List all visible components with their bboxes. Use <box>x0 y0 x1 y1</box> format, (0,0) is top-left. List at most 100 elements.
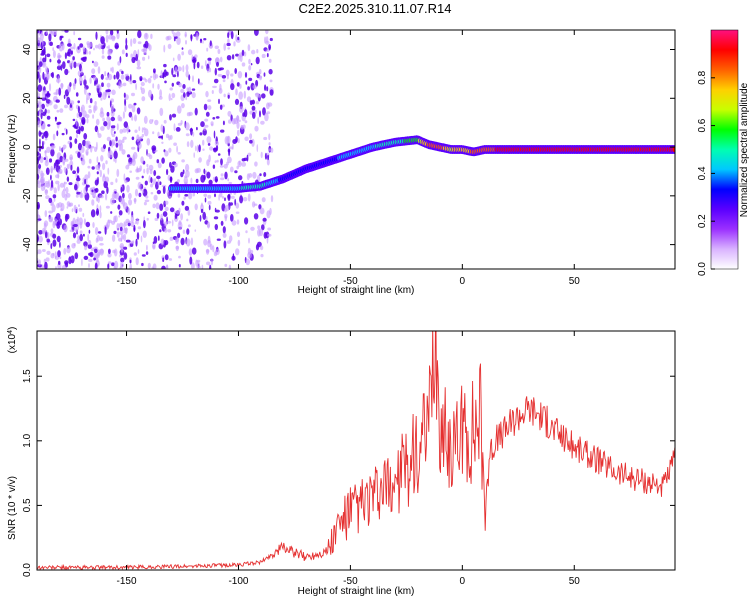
noise-speck <box>141 254 146 257</box>
noise-speck <box>126 154 131 158</box>
noise-speck <box>103 121 108 127</box>
noise-speck <box>125 218 130 224</box>
noise-speck <box>165 71 169 76</box>
noise-speck <box>208 67 212 73</box>
noise-speck <box>149 119 153 125</box>
noise-speck <box>139 78 143 82</box>
noise-speck <box>78 126 81 135</box>
noise-speck <box>139 165 143 172</box>
noise-speck <box>223 43 226 51</box>
noise-speck <box>171 219 174 227</box>
noise-speck <box>110 110 115 117</box>
noise-speck <box>244 217 249 225</box>
noise-speck <box>204 124 209 128</box>
noise-speck <box>133 252 137 256</box>
noise-speck <box>61 132 65 136</box>
noise-speck <box>171 92 176 99</box>
noise-speck <box>142 56 146 61</box>
noise-speck <box>91 199 95 206</box>
noise-speck <box>140 86 143 91</box>
noise-speck <box>71 50 73 55</box>
noise-speck <box>254 109 257 114</box>
noise-speck <box>72 217 76 226</box>
noise-speck <box>228 146 233 150</box>
noise-speck <box>165 133 170 139</box>
noise-speck <box>156 212 160 219</box>
noise-speck <box>50 243 53 250</box>
noise-speck <box>243 51 247 57</box>
noise-speck <box>42 249 46 252</box>
noise-speck <box>175 237 179 243</box>
noise-speck <box>169 176 173 184</box>
noise-speck <box>209 243 213 251</box>
noise-speck <box>90 209 96 218</box>
noise-speck <box>108 150 113 158</box>
noise-speck <box>175 126 181 132</box>
noise-speck <box>63 166 67 174</box>
noise-speck <box>44 189 48 194</box>
noise-speck <box>225 204 230 212</box>
noise-speck <box>83 79 87 86</box>
snr-series-line <box>37 331 675 570</box>
noise-speck <box>77 105 80 114</box>
noise-speck <box>58 260 61 265</box>
noise-speck <box>97 43 102 50</box>
noise-speck <box>73 43 76 50</box>
noise-speck <box>166 189 169 197</box>
noise-speck <box>52 239 57 247</box>
noise-speck <box>203 38 207 41</box>
noise-speck <box>237 239 241 247</box>
noise-speck <box>82 212 85 218</box>
noise-speck <box>47 124 51 127</box>
noise-speck <box>234 198 237 206</box>
noise-speck <box>160 70 163 79</box>
noise-speck <box>120 197 124 205</box>
noise-speck <box>194 168 199 174</box>
noise-speck <box>43 157 46 161</box>
noise-speck <box>60 208 63 212</box>
noise-speck <box>214 223 218 231</box>
noise-speck <box>230 214 234 222</box>
noise-speck <box>127 222 131 227</box>
noise-speck <box>105 160 108 165</box>
noise-speck <box>175 210 180 215</box>
noise-speck <box>122 128 127 133</box>
noise-speck <box>200 174 206 183</box>
noise-speck <box>129 263 132 269</box>
noise-speck <box>76 166 80 174</box>
noise-speck <box>206 261 211 266</box>
noise-speck <box>257 116 260 125</box>
noise-speck <box>225 69 230 77</box>
noise-speck <box>263 172 267 177</box>
noise-speck <box>41 97 46 101</box>
noise-speck <box>136 59 141 67</box>
noise-speck <box>245 80 248 85</box>
noise-speck <box>69 154 73 161</box>
noise-speck <box>119 83 123 88</box>
noise-speck <box>255 56 260 65</box>
noise-speck <box>56 122 60 125</box>
noise-speck <box>204 60 207 67</box>
noise-speck <box>266 158 270 166</box>
noise-speck <box>108 34 113 40</box>
noise-speck <box>224 197 226 201</box>
noise-speck <box>64 30 69 33</box>
noise-speck <box>111 262 115 267</box>
spectrogram-x-axis-label: Height of straight line (km) <box>298 285 415 296</box>
noise-speck <box>159 89 163 98</box>
noise-speck <box>252 171 257 179</box>
noise-speck <box>52 133 56 141</box>
noise-speck <box>69 136 72 141</box>
noise-speck <box>99 205 102 213</box>
noise-speck <box>59 241 61 248</box>
noise-speck <box>78 204 80 208</box>
spectrogram-chart: -150 -100 -50 0 50 -40 -20 0 20 40 Height of stra… <box>7 29 750 296</box>
noise-speck <box>219 191 223 198</box>
noise-speck <box>119 56 122 64</box>
noise-speck <box>74 138 78 144</box>
noise-speck <box>236 115 240 123</box>
noise-speck <box>86 97 88 105</box>
noise-speck <box>258 228 264 237</box>
noise-speck <box>71 60 74 69</box>
noise-speck <box>113 150 118 159</box>
